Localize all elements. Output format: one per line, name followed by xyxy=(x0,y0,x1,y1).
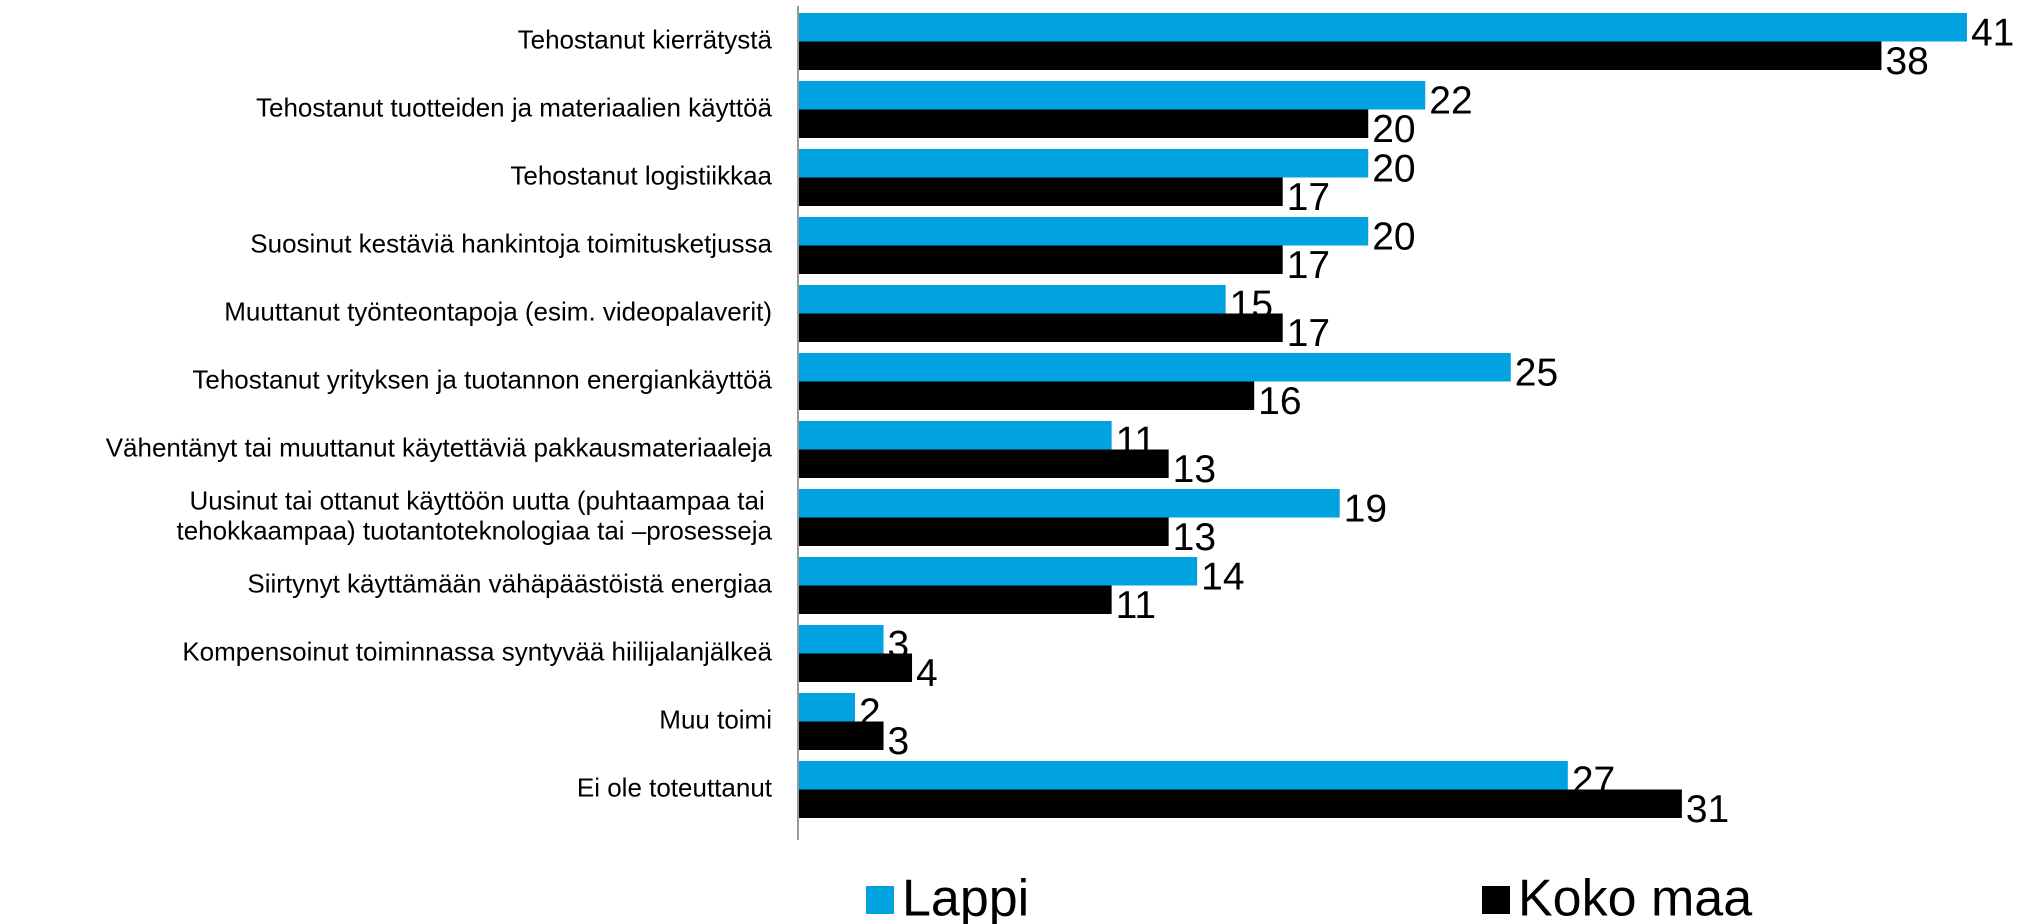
value-label: 25 xyxy=(1515,352,1558,395)
value-label: 38 xyxy=(1885,40,1928,83)
bar xyxy=(798,109,1369,138)
value-label: 31 xyxy=(1686,788,1729,831)
bar xyxy=(798,353,1511,382)
value-label: 20 xyxy=(1372,148,1415,191)
category-label: Vähentänyt tai muuttanut käytettäviä pak… xyxy=(106,432,773,462)
category-label: Ei ole toteuttanut xyxy=(577,772,773,802)
value-label: 4 xyxy=(916,652,938,695)
category-label: Uusinut tai ottanut käyttöön uutta (puht… xyxy=(176,485,772,545)
bar xyxy=(798,381,1255,410)
bar xyxy=(798,625,884,654)
value-label: 22 xyxy=(1429,80,1472,123)
bar xyxy=(798,41,1882,70)
bar xyxy=(798,449,1169,478)
bar xyxy=(798,517,1169,546)
bar xyxy=(798,585,1112,614)
value-label: 17 xyxy=(1287,244,1330,287)
value-label: 19 xyxy=(1344,488,1387,531)
bar xyxy=(798,217,1369,246)
bar xyxy=(798,789,1682,818)
legend-swatch xyxy=(1482,886,1510,914)
category-label: Muu toimi xyxy=(659,704,772,734)
bar xyxy=(798,489,1340,518)
value-label: 17 xyxy=(1287,176,1330,219)
bar xyxy=(798,557,1198,586)
bar xyxy=(798,693,856,722)
value-label: 20 xyxy=(1372,108,1415,151)
legend-label: Lappi xyxy=(902,870,1029,924)
value-label: 17 xyxy=(1287,312,1330,355)
bar xyxy=(798,149,1369,178)
value-label: 14 xyxy=(1201,556,1244,599)
bar xyxy=(798,177,1283,206)
category-label: Siirtynyt käyttämään vähäpäästöistä ener… xyxy=(247,568,772,598)
legend-label: Koko maa xyxy=(1518,870,1752,924)
value-label: 11 xyxy=(1116,584,1157,627)
bar xyxy=(798,313,1283,342)
category-label: Tehostanut yrityksen ja tuotannon energi… xyxy=(192,364,772,394)
value-label: 20 xyxy=(1372,216,1415,259)
value-label: 13 xyxy=(1173,448,1216,491)
value-label: 3 xyxy=(888,720,910,763)
legend-swatch xyxy=(866,886,894,914)
category-label: Tehostanut kierrätystä xyxy=(518,24,773,54)
bar xyxy=(798,721,884,750)
bar xyxy=(798,285,1226,314)
value-label: 13 xyxy=(1173,516,1216,559)
bar xyxy=(798,81,1426,110)
bar xyxy=(798,761,1568,790)
bar xyxy=(798,13,1967,42)
category-label: Muuttanut työnteontapoja (esim. videopal… xyxy=(224,296,772,326)
category-label: Tehostanut tuotteiden ja materiaalien kä… xyxy=(256,92,773,122)
category-label: Tehostanut logistiikkaa xyxy=(510,160,772,190)
bar xyxy=(798,245,1283,274)
bar xyxy=(798,421,1112,450)
value-label: 16 xyxy=(1258,380,1301,423)
bar xyxy=(798,653,913,682)
category-label: Suosinut kestäviä hankintoja toimitusket… xyxy=(250,228,772,258)
value-label: 41 xyxy=(1971,12,2014,55)
category-label: Kompensoinut toiminnassa syntyvää hiilij… xyxy=(182,636,772,666)
